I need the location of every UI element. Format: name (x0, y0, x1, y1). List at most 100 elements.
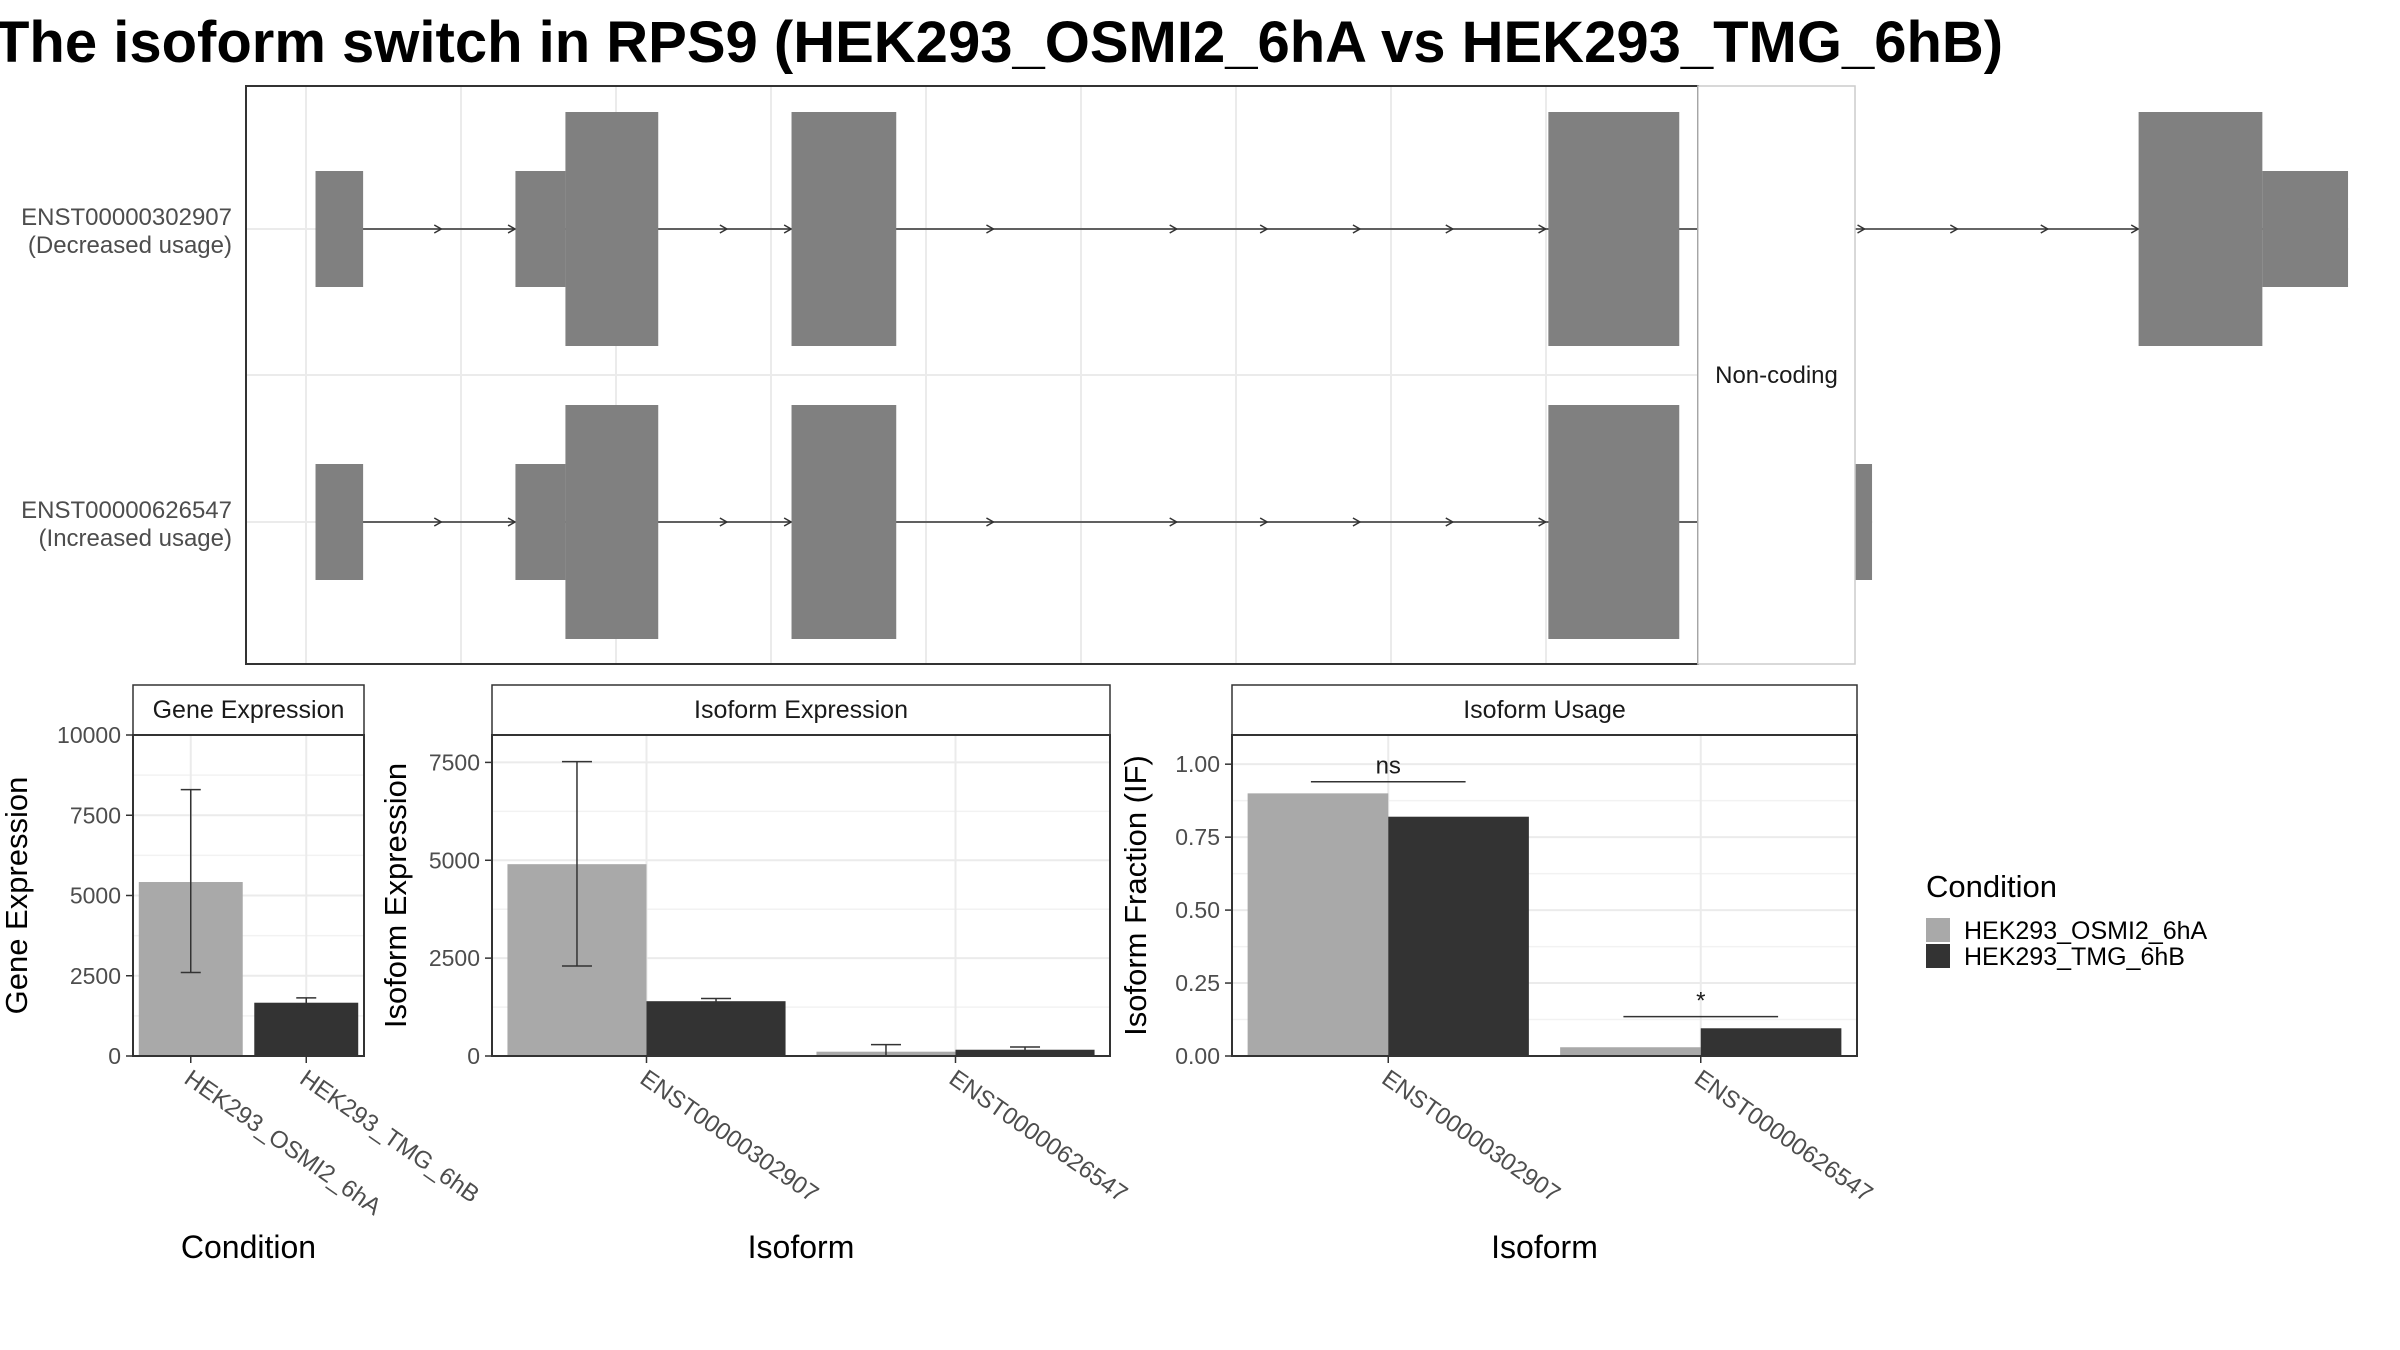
y-tick-label: 7500 (429, 749, 480, 775)
x-tick-label: ENST00000626547 (1689, 1065, 1877, 1208)
exon-block (1548, 405, 1680, 639)
strand-arrow (1169, 224, 1179, 234)
strand-arrow (719, 224, 729, 234)
plot-border (491, 734, 1111, 1057)
panel-strip (491, 684, 1111, 736)
bar (1560, 1047, 1701, 1056)
strand-arrow (783, 224, 793, 234)
panel-title: Isoform Usage (1463, 696, 1626, 724)
y-tick-label: 1.00 (1175, 751, 1220, 777)
y-tick-label: 0 (467, 1043, 480, 1069)
facet-strip-right (1697, 85, 1856, 665)
exon-block (2262, 171, 2349, 287)
transcript-usage: (Increased usage) (39, 525, 232, 552)
y-axis-title: Isoform Expression (378, 763, 413, 1028)
transcript-usage: (Decreased usage) (28, 232, 232, 259)
strand-arrow (507, 224, 517, 234)
strand-arrow (1259, 517, 1269, 527)
y-tick-label: 5000 (429, 847, 480, 873)
gene-structure-panel (245, 85, 2349, 665)
transcript-track (315, 405, 1873, 639)
x-tick-label: ENST00000626547 (944, 1065, 1132, 1208)
strand-arrow (1445, 224, 1455, 234)
facet-label: Non-coding (1715, 362, 1838, 389)
y-axis-title: Gene Expression (0, 777, 34, 1015)
panel-strip (1231, 684, 1858, 736)
transcript-label: ENST00000626547 (Increased usage) (21, 497, 232, 552)
strand-arrow (1352, 517, 1362, 527)
strand-arrow (1169, 517, 1179, 527)
y-tick-label: 0.00 (1175, 1043, 1220, 1069)
exon-block (565, 405, 659, 639)
y-axis-title: Isoform Fraction (IF) (1118, 755, 1153, 1036)
strand-arrow (2040, 224, 2050, 234)
y-tick-label: 0 (108, 1043, 121, 1069)
y-tick-label: 2500 (70, 963, 121, 989)
transcript-id: ENST00000302907 (21, 204, 232, 231)
x-axis-title: Isoform (748, 1229, 855, 1265)
error-bar (561, 760, 592, 967)
error-bar (296, 997, 317, 1008)
transcript-track (315, 112, 2349, 346)
exon-block (515, 464, 566, 580)
error-bar (701, 997, 732, 1006)
strand-arrow (2130, 224, 2140, 234)
exon-block (315, 171, 364, 287)
x-tick-label: ENST00000302907 (1377, 1065, 1565, 1208)
plot-border (1231, 734, 1858, 1057)
y-tick-label: 0.75 (1175, 824, 1220, 850)
significance-label: * (1696, 988, 1705, 1015)
strand-arrow (1857, 224, 1867, 234)
y-tick-label: 0.50 (1175, 897, 1220, 923)
transcript-label: ENST00000302907 (Decreased usage) (21, 204, 232, 259)
bar (646, 1001, 786, 1056)
y-tick-label: 2500 (429, 945, 480, 971)
plot-border (132, 734, 365, 1057)
significance-label: ns (1376, 753, 1401, 780)
strand-arrow (1538, 224, 1548, 234)
strand-arrow (507, 517, 517, 527)
legend-label: HEK293_TMG_6hB (1964, 943, 2185, 971)
y-tick-label: 10000 (57, 722, 121, 748)
error-bar (1010, 1046, 1041, 1054)
bar (254, 1002, 359, 1056)
x-tick-label: HEK293_OSMI2_6hA (179, 1065, 386, 1221)
x-tick-label: ENST00000302907 (635, 1065, 823, 1208)
y-tick-label: 5000 (70, 883, 121, 909)
strand-arrow (1259, 224, 1269, 234)
exon-block (791, 405, 897, 639)
strand-arrow (719, 517, 729, 527)
strand-arrow (1445, 517, 1455, 527)
exon-block (515, 171, 566, 287)
strand-arrow (1949, 224, 1959, 234)
panel-title: Gene Expression (153, 696, 345, 724)
isoform-expression-panel: Isoform Expression 0 2500 5000 7500 ENST00000… (378, 684, 1132, 1265)
transcript-id: ENST00000626547 (21, 497, 232, 524)
error-bar (180, 788, 201, 974)
strand-arrow (986, 224, 995, 234)
legend-label: HEK293_OSMI2_6hA (1964, 917, 2208, 945)
bar (1700, 1028, 1842, 1056)
strand-arrow (1352, 224, 1362, 234)
exon-block (2138, 112, 2263, 346)
legend-swatch (1926, 918, 1950, 942)
x-axis-title: Condition (181, 1229, 316, 1265)
strand-arrow (783, 517, 793, 527)
panel-strip (132, 684, 365, 736)
panel-title: Isoform Expression (694, 696, 908, 724)
exon-block (315, 464, 364, 580)
strand-arrow (986, 517, 995, 527)
legend-title: Condition (1926, 869, 2057, 904)
x-axis-title: Isoform (1491, 1229, 1598, 1265)
strand-arrow (433, 517, 443, 527)
exon-block (565, 112, 659, 346)
bar (1247, 793, 1389, 1056)
chart-title: The isoform switch in RPS9 (HEK293_OSMI2… (0, 10, 2004, 75)
strand-arrow (433, 224, 443, 234)
exon-block (1548, 112, 1680, 346)
isoform-usage-panel: Isoform Usage 0.00 0.25 0.50 0.75 1.00 ns * ENST… (1118, 684, 1878, 1265)
exon-block (791, 112, 897, 346)
bar (1388, 816, 1529, 1056)
